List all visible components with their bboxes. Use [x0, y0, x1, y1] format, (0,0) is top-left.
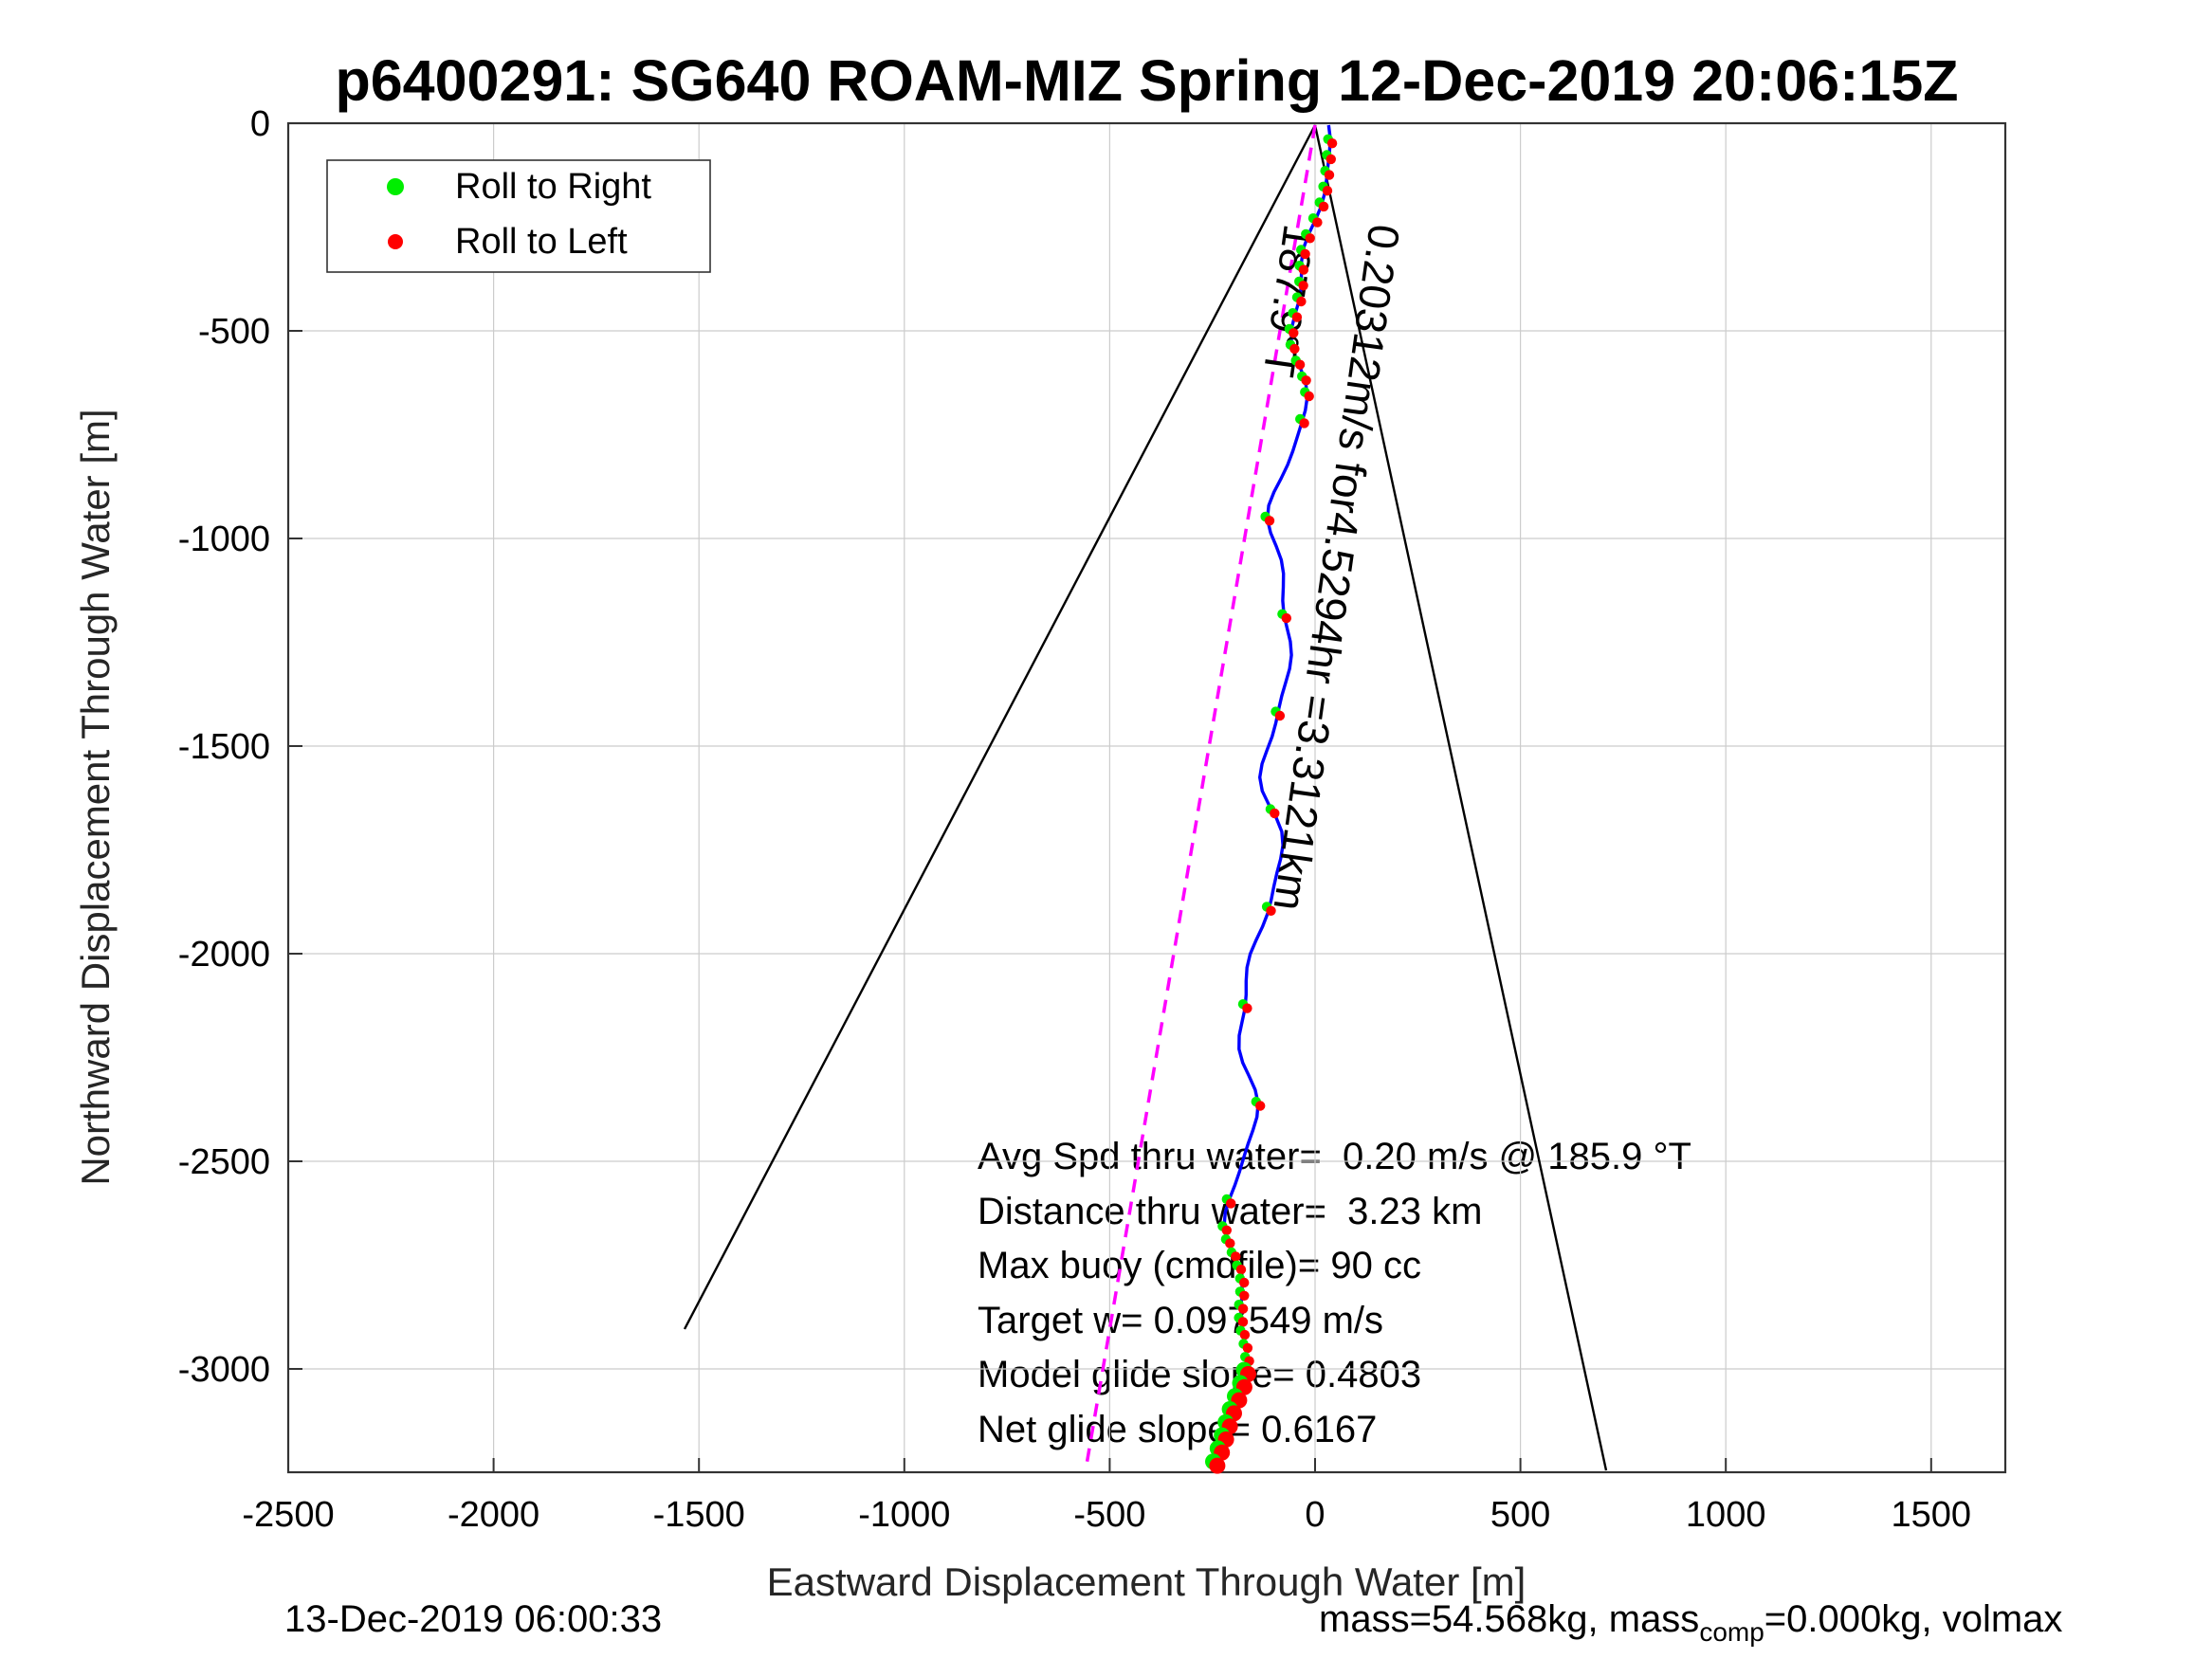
svg-text:500: 500	[1490, 1495, 1550, 1535]
svg-text:-2500: -2500	[242, 1495, 334, 1535]
svg-text:Roll to Left: Roll to Left	[455, 222, 628, 262]
svg-text:-2500: -2500	[178, 1142, 270, 1182]
svg-text:-1000: -1000	[858, 1495, 950, 1535]
svg-text:-2000: -2000	[448, 1495, 539, 1535]
svg-text:-3000: -3000	[178, 1350, 270, 1390]
svg-text:1000: 1000	[1686, 1495, 1766, 1535]
svg-text:-2000: -2000	[178, 935, 270, 975]
svg-text:187.9°T: 187.9°T	[1254, 222, 1325, 380]
svg-text:Northward Displacement Through: Northward Displacement Through Water [m]	[73, 409, 118, 1185]
svg-text:-500: -500	[1073, 1495, 1145, 1535]
svg-text:1500: 1500	[1892, 1495, 1972, 1535]
svg-text:0: 0	[250, 104, 270, 144]
svg-text:-1500: -1500	[653, 1495, 745, 1535]
svg-text:-1000: -1000	[178, 520, 270, 559]
svg-text:0: 0	[1305, 1495, 1325, 1535]
svg-text:-500: -500	[198, 312, 270, 352]
svg-text:Eastward Displacement Through: Eastward Displacement Through Water [m]	[767, 1559, 1526, 1604]
svg-text:Roll to Right: Roll to Right	[455, 167, 651, 207]
svg-text:-1500: -1500	[178, 727, 270, 767]
